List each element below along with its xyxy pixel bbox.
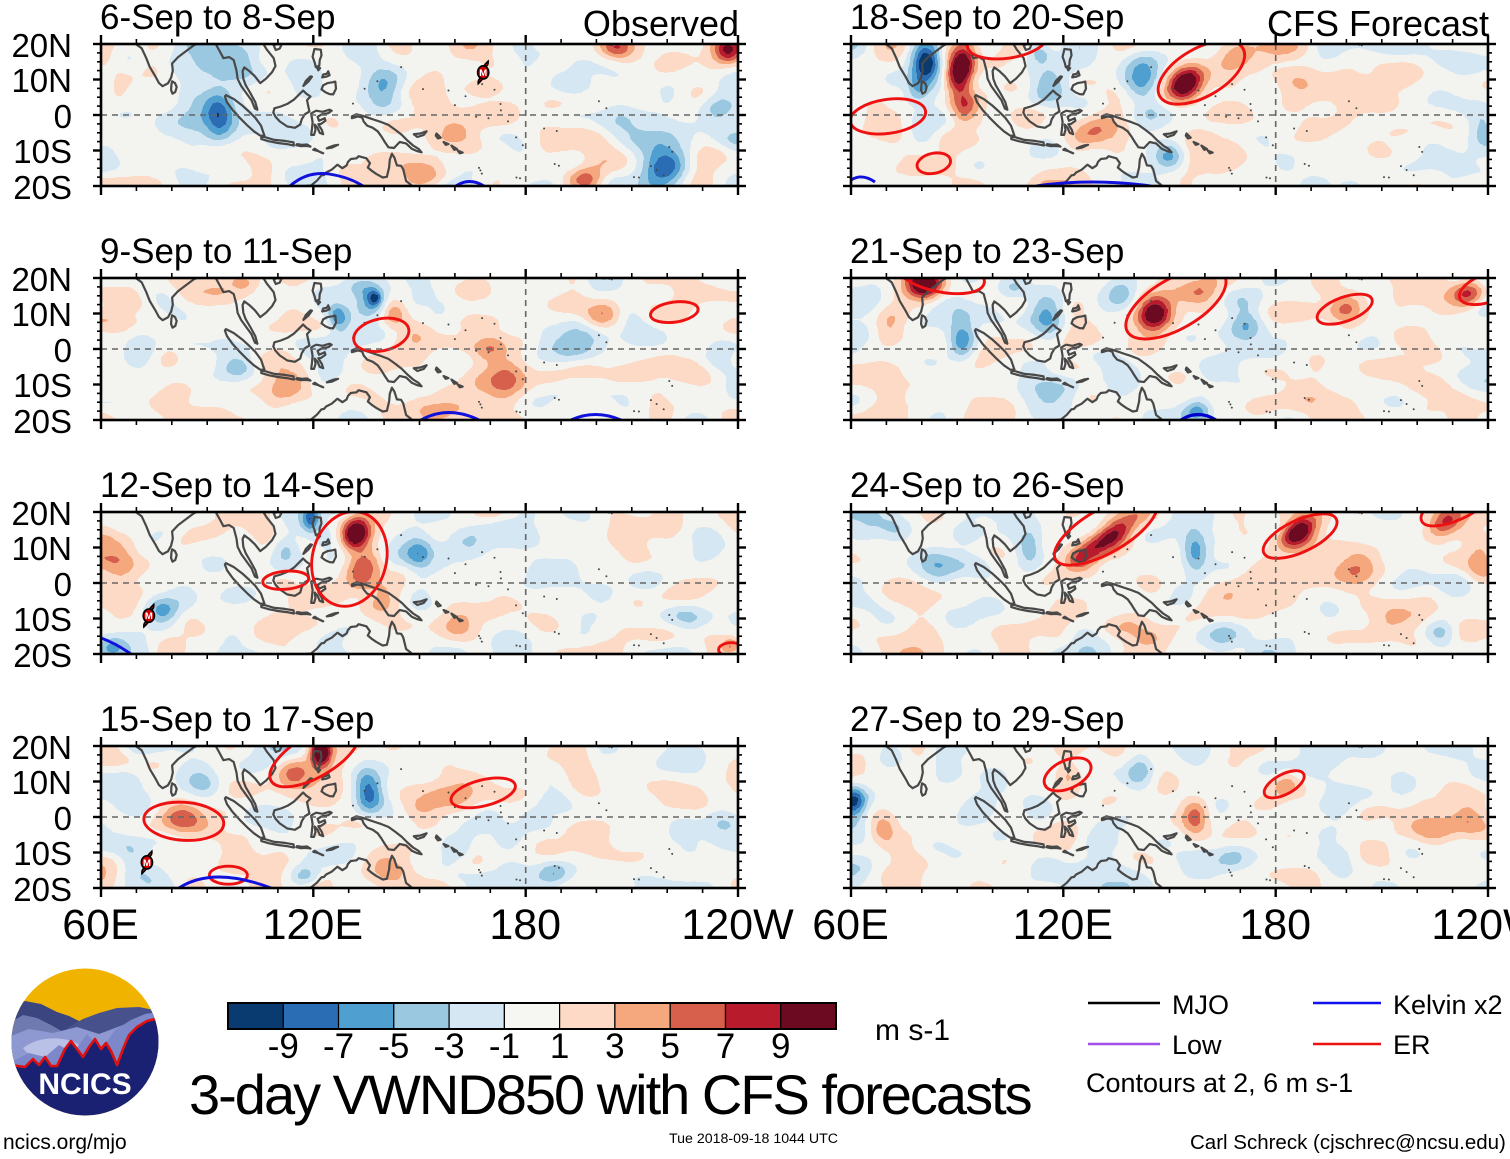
svg-text:NCICS: NCICS — [38, 1068, 131, 1101]
svg-text:M: M — [479, 68, 487, 79]
svg-text:M: M — [142, 858, 150, 869]
svg-text:M: M — [144, 611, 152, 622]
